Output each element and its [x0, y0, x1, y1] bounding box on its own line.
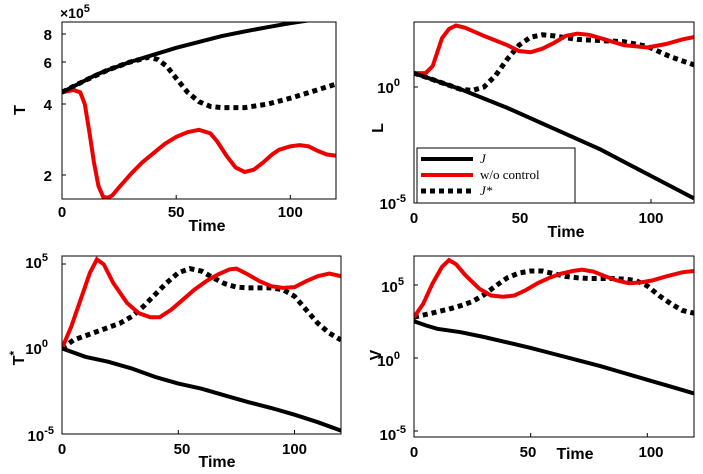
y-tick-exp: 5 — [42, 252, 48, 264]
panel-T-star: 0 50 100 105 100 10-5 Time T* — [7, 252, 342, 471]
y-tick-base: 10 — [377, 80, 394, 97]
axes-box — [61, 21, 337, 200]
line-no-control — [414, 23, 694, 76]
y-tick-label: 8 — [44, 27, 52, 44]
series-no-control — [414, 23, 694, 76]
y-tick-exp: -5 — [396, 424, 406, 436]
y-multiplier: ×105 — [60, 3, 90, 21]
x-tick-label: 100 — [278, 204, 303, 221]
y-tick-exp: 5 — [398, 276, 404, 288]
x-tick-label: 50 — [520, 444, 537, 461]
y-tick-label: 10-5 — [28, 425, 54, 445]
y-ticks: 105 100 10-5 — [377, 276, 418, 444]
y-tick-label: 2 — [44, 168, 52, 185]
line-J-star — [62, 266, 341, 351]
y-tick-exp: -5 — [44, 425, 54, 437]
y-axis-label-main: T — [11, 355, 28, 365]
panel-V: 0 50 100 105 100 10-5 Time V — [368, 255, 695, 463]
y-tick-base: 10 — [25, 341, 42, 358]
x-tick-label: 50 — [512, 210, 529, 227]
y-tick-base: 10 — [380, 196, 397, 213]
y-tick-label: 10-5 — [380, 193, 406, 213]
x-axis-label: Time — [198, 454, 235, 471]
y-axis-label: T* — [7, 350, 28, 365]
line-J-star — [414, 268, 694, 320]
y-axis-label: T — [12, 105, 29, 115]
y-multiplier-base: ×10 — [60, 5, 84, 21]
line-J — [414, 71, 694, 201]
x-tick-label: 100 — [282, 441, 307, 458]
x-tick-label: 0 — [410, 210, 418, 227]
legend: J w/o control J* — [416, 147, 576, 204]
axes-box — [61, 255, 342, 435]
series-J — [414, 71, 694, 201]
y-tick-label: 6 — [44, 55, 52, 72]
y-tick-label: 105 — [25, 252, 48, 272]
line-J — [62, 346, 341, 433]
y-tick-base: 10 — [25, 255, 42, 272]
legend-label-J-star: J* — [480, 183, 493, 198]
y-tick-label: 100 — [377, 350, 400, 370]
series-no-control — [62, 256, 341, 350]
x-tick-label: 50 — [168, 204, 185, 221]
series-J — [414, 319, 694, 396]
legend-label-no-control: w/o control — [480, 167, 540, 182]
series-J — [62, 22, 312, 95]
y-tick-label: 100 — [377, 77, 400, 97]
axes-box — [413, 255, 695, 438]
x-ticks: 0 50 100 — [410, 199, 664, 227]
line-no-control — [414, 257, 694, 319]
y-tick-exp: 0 — [394, 350, 400, 362]
y-ticks: 100 10-5 — [377, 77, 418, 213]
series-no-control — [414, 257, 694, 319]
line-J — [414, 319, 694, 396]
x-tick-label: 0 — [410, 444, 418, 461]
x-ticks: 0 50 100 — [58, 195, 303, 221]
line-J-star — [414, 32, 694, 94]
series-J — [62, 346, 341, 433]
y-multiplier-exp: 5 — [84, 3, 90, 15]
x-tick-label: 50 — [174, 441, 191, 458]
y-tick-base: 10 — [380, 427, 397, 444]
series-J-star — [62, 54, 336, 111]
y-tick-exp: 0 — [42, 338, 48, 350]
panel-T: 0 50 100 2 4 6 8 ×105 Time T — [12, 3, 337, 235]
line-no-control — [62, 256, 341, 350]
y-tick-base: 10 — [28, 428, 45, 445]
y-tick-label: 105 — [381, 276, 404, 296]
series-no-control — [62, 87, 336, 199]
y-axis-label: V — [368, 349, 385, 360]
series-J-star — [414, 268, 694, 320]
legend-label-J: J — [480, 151, 487, 166]
series-J-star — [62, 266, 341, 351]
x-ticks: 0 50 100 — [410, 433, 664, 461]
x-axis-label: Time — [556, 446, 593, 463]
x-tick-label: 0 — [58, 441, 66, 458]
y-tick-base: 10 — [377, 353, 394, 370]
panel-L: 0 50 100 100 10-5 Time L J w/o control J… — [370, 21, 695, 241]
x-tick-label: 100 — [638, 444, 663, 461]
x-ticks: 0 50 100 — [58, 430, 307, 458]
line-J-star — [62, 54, 336, 111]
line-no-control — [62, 87, 336, 199]
y-tick-exp: -5 — [396, 193, 406, 205]
y-axis-label: L — [370, 123, 387, 133]
x-tick-label: 100 — [638, 210, 663, 227]
x-axis-label: Time — [547, 224, 584, 241]
series-J-star — [414, 32, 694, 94]
y-axis-label-sup: * — [7, 350, 21, 355]
y-tick-label: 4 — [44, 97, 53, 114]
y-tick-label: 10-5 — [380, 424, 406, 444]
y-tick-label: 100 — [25, 338, 48, 358]
y-tick-exp: 0 — [394, 77, 400, 89]
y-ticks: 105 100 10-5 — [25, 252, 66, 445]
x-axis-label: Time — [188, 218, 225, 235]
x-tick-label: 0 — [58, 204, 66, 221]
line-J — [62, 22, 312, 95]
y-tick-base: 10 — [381, 279, 398, 296]
y-ticks: 2 4 6 8 — [44, 27, 66, 185]
